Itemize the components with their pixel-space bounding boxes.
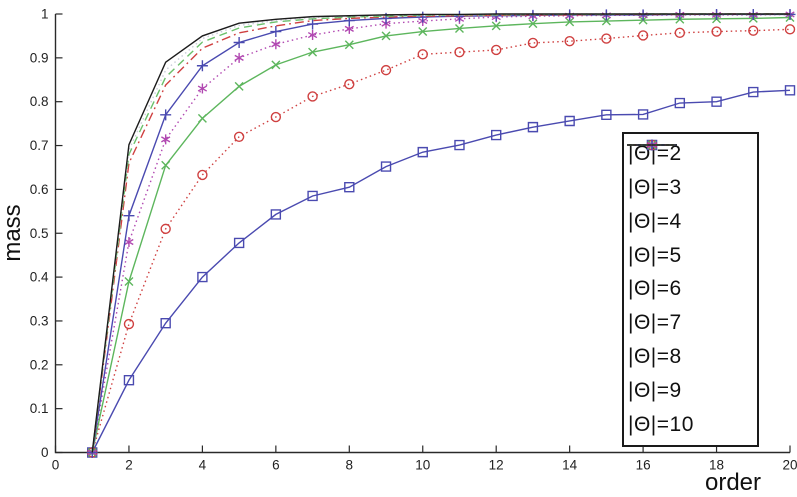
series-line-10 bbox=[91, 13, 790, 453]
x-tick-label: 20 bbox=[782, 458, 797, 473]
y-axis-label: mass bbox=[0, 204, 26, 261]
legend-label: |Θ|=6 bbox=[628, 277, 682, 301]
y-tick-label: 0.5 bbox=[30, 226, 49, 241]
legend-label: |Θ|=4 bbox=[628, 209, 682, 233]
legend-line-sample-line-icon bbox=[627, 144, 677, 146]
series-line-4 bbox=[91, 16, 791, 453]
y-tick-label: 0.8 bbox=[30, 94, 49, 109]
x-tick-label: 2 bbox=[125, 458, 133, 473]
legend-row: |Θ|=4 bbox=[627, 140, 757, 238]
axes: 0 2 4 6 8 10 12 14 16 18 20 0 0.1 0.2 0.3 0.4 0.5 0.6 0.7 0… bbox=[30, 7, 797, 473]
legend-row: |Θ|=3 bbox=[627, 139, 757, 204]
legend-label: |Θ|=7 bbox=[628, 311, 682, 335]
legend-row: |Θ|=5 bbox=[627, 140, 757, 272]
x-tick-label: 18 bbox=[709, 458, 724, 473]
x-tick-label: 6 bbox=[272, 458, 280, 473]
x-tick-label: 16 bbox=[636, 458, 651, 473]
legend-row: |Θ|=8 bbox=[627, 144, 757, 373]
series-markers-2 bbox=[87, 85, 796, 458]
x-tick-label: 12 bbox=[489, 458, 504, 473]
series-layer bbox=[86, 8, 796, 458]
x-tick-label: 0 bbox=[52, 458, 60, 473]
x-axis-label: order bbox=[705, 469, 761, 496]
series-line-3 bbox=[91, 28, 791, 453]
legend-label: |Θ|=5 bbox=[628, 243, 682, 267]
y-tick-label: 0.7 bbox=[30, 138, 49, 153]
series-line-2 bbox=[91, 89, 791, 453]
legend-row: |Θ|=7 bbox=[627, 144, 757, 339]
x-tick-label: 4 bbox=[199, 458, 207, 473]
legend-label: |Θ|=10 bbox=[628, 412, 694, 436]
series-line-5 bbox=[91, 13, 791, 453]
x-tick-label: 10 bbox=[415, 458, 430, 473]
x-tick-label: 14 bbox=[562, 458, 578, 473]
legend-row: |Θ|=10 bbox=[627, 144, 757, 441]
x-tick-label: 8 bbox=[346, 458, 354, 473]
legend-box: |Θ|=2 |Θ|=3 |Θ|=4 |Θ|=5 |Θ|=6 |Θ|=7 |Θ|=8 |Θ|=9… bbox=[622, 132, 759, 447]
y-tick-label: 0.9 bbox=[30, 50, 49, 65]
legend-label: |Θ|=2 bbox=[628, 141, 682, 165]
y-tick-label: 1 bbox=[41, 7, 49, 22]
y-tick-label: 0.3 bbox=[30, 313, 49, 328]
legend-row: |Θ|=6 bbox=[627, 139, 757, 305]
y-tick-label: 0.4 bbox=[30, 270, 49, 285]
legend-row: |Θ|=9 bbox=[627, 144, 757, 407]
y-tick-label: 0 bbox=[41, 445, 49, 460]
legend-label: |Θ|=3 bbox=[628, 175, 682, 199]
y-tick-label: 0.6 bbox=[30, 182, 49, 197]
y-tick-label: 0.1 bbox=[30, 401, 49, 416]
y-tick-label: 0.2 bbox=[30, 357, 49, 372]
legend-label: |Θ|=8 bbox=[628, 345, 682, 369]
legend-label: |Θ|=9 bbox=[628, 379, 682, 403]
